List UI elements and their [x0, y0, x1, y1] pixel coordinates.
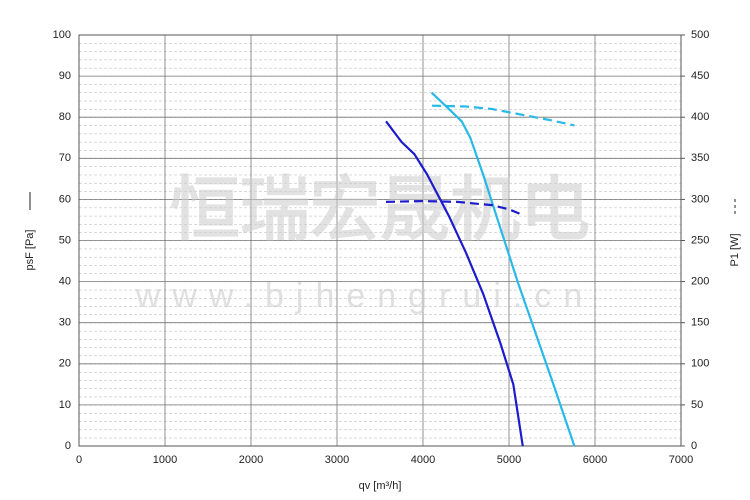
x-tick-label: 0 [76, 454, 82, 466]
y-axis-label: psF [Pa] [24, 230, 36, 271]
x-tick-label: 2000 [239, 454, 263, 466]
y2-tick-label: 150 [691, 317, 709, 329]
y-tick-label: 10 [59, 399, 71, 411]
y2-tick-label: 250 [691, 234, 709, 246]
y2-tick-label: 0 [691, 440, 697, 452]
series-line [385, 120, 524, 447]
x-tick-label: 5000 [497, 454, 521, 466]
y-tick-label: 60 [59, 193, 71, 205]
y2-axis-label: P1 [W] [729, 233, 741, 266]
y-tick-label: 40 [59, 276, 71, 288]
watermark-url: www.bjhengrui.cn [135, 277, 594, 315]
y-tick-label: 0 [65, 440, 71, 452]
series-line [432, 104, 575, 127]
y2-tick-label: 400 [691, 111, 709, 123]
y-tick-label: 80 [59, 111, 71, 123]
y2-tick-label: 500 [691, 29, 709, 41]
y2-tick-label: 100 [691, 358, 709, 370]
y-tick-label: 20 [59, 358, 71, 370]
y2-tick-label: 300 [691, 193, 709, 205]
watermark: 恒瑞宏晟机电 [170, 170, 590, 248]
y2-tick-label: 450 [691, 70, 709, 82]
x-tick-label: 6000 [583, 454, 607, 466]
y-axis-title: psF [Pa] [24, 192, 36, 270]
y-tick-label: 30 [59, 317, 71, 329]
x-tick-label: 4000 [411, 454, 435, 466]
y-tick-label: 70 [59, 152, 71, 164]
series-line [430, 91, 576, 447]
y2-tick-label: 200 [691, 276, 709, 288]
x-tick-label: 1000 [153, 454, 177, 466]
x-axis-label: qv [m³/h] [359, 480, 402, 492]
y2-tick-label: 350 [691, 152, 709, 164]
y-tick-label: 100 [53, 29, 71, 41]
y2-axis-title: P1 [W] [729, 196, 741, 267]
y2-tick-label: 50 [691, 399, 703, 411]
x-tick-label: 7000 [669, 454, 693, 466]
y-tick-label: 90 [59, 70, 71, 82]
series-line [385, 199, 524, 217]
x-tick-label: 3000 [325, 454, 349, 466]
y-tick-label: 50 [59, 234, 71, 246]
